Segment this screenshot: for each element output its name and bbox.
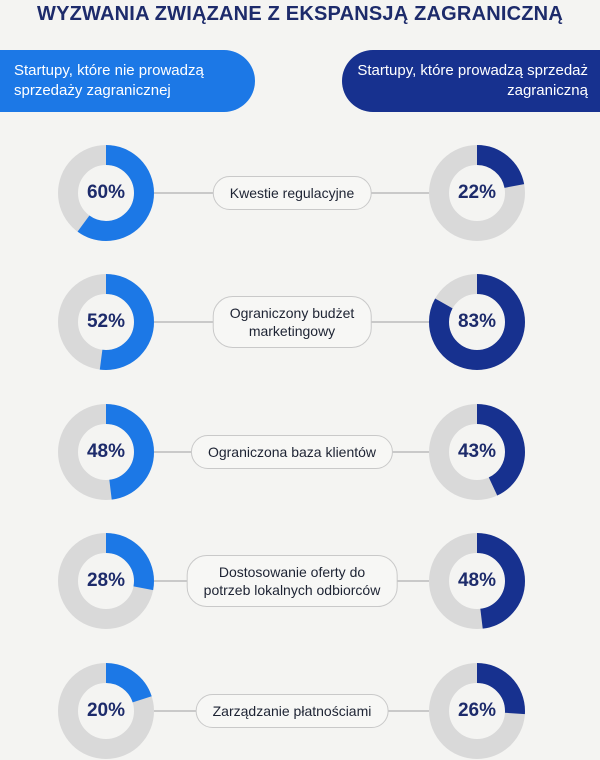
header-left-label: Startupy, które nie prowadzą sprzedaży z…	[14, 62, 204, 99]
donut-segment-left	[58, 533, 154, 629]
percent-label-left: 60%	[86, 182, 126, 203]
donut-segment-right	[429, 533, 525, 629]
donut-segment-left	[58, 274, 154, 370]
category-label: Kwestie regulacyjne	[212, 176, 372, 210]
header-left-series: Startupy, które nie prowadzą sprzedaży z…	[0, 50, 255, 112]
percent-label-right: 22%	[457, 182, 497, 203]
page-title: WYZWANIA ZWIĄZANE Z EKSPANSJĄ ZAGRANICZN…	[37, 3, 563, 25]
percent-label-left: 52%	[86, 311, 126, 332]
category-label: Zarządzanie płatnościami	[195, 694, 389, 728]
donut-segment-left	[58, 145, 154, 241]
donut-segment-right	[429, 663, 525, 759]
percent-label-right: 83%	[457, 311, 497, 332]
donut-segment-right	[429, 404, 525, 500]
category-label: Ograniczony budżet marketingowy	[212, 296, 372, 348]
category-label: Ograniczona baza klientów	[190, 435, 394, 469]
header-right-label: Startupy, które prowadzą sprzedaż zagran…	[357, 62, 588, 99]
donut-segment-left	[58, 404, 154, 500]
donut-segment-right	[429, 145, 525, 241]
header-right-series: Startupy, które prowadzą sprzedaż zagran…	[342, 50, 600, 112]
percent-label-left: 20%	[86, 700, 126, 721]
donut-segment-right	[429, 274, 525, 370]
percent-label-left: 48%	[86, 441, 126, 462]
donut-segment-left	[58, 663, 154, 759]
percent-label-right: 26%	[457, 700, 497, 721]
percent-label-left: 28%	[86, 570, 126, 591]
percent-label-right: 43%	[457, 441, 497, 462]
category-label: Dostosowanie oferty do potrzeb lokalnych…	[186, 555, 398, 607]
percent-label-right: 48%	[457, 570, 497, 591]
